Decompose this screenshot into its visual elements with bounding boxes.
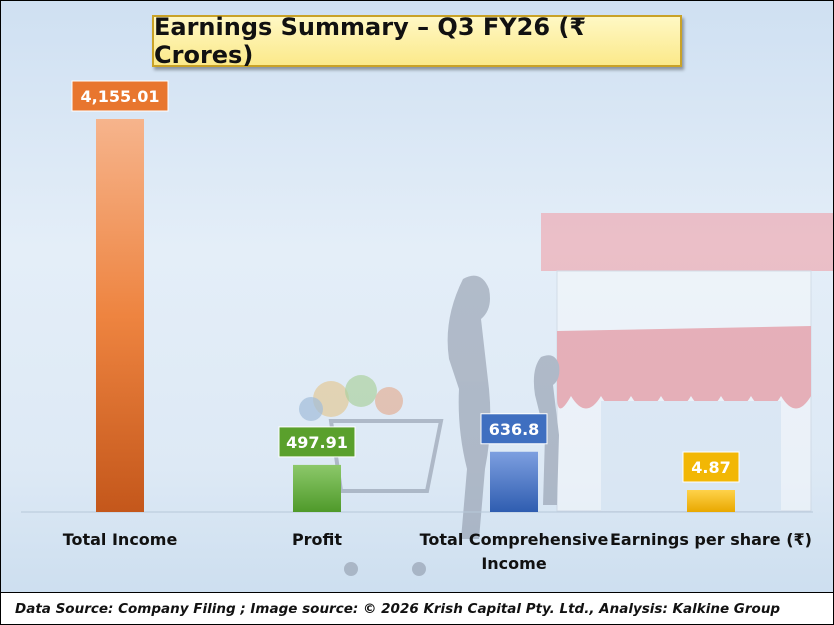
value-label-1: 497.91 [286,433,348,452]
value-label-box-0 [71,80,169,112]
data-source-note: Data Source: Company Filing ; Image sour… [1,592,833,624]
category-label-0: Total Income [63,530,178,549]
background-illustration [299,213,833,576]
value-label-box-2 [480,413,548,445]
category-label-1: Profit [292,530,342,549]
bar-3 [687,490,735,512]
category-label-3: Earnings per share (₹) [610,530,812,549]
value-label-3: 4.87 [691,458,730,477]
bar-1 [293,464,341,512]
value-label-2: 636.8 [489,420,540,439]
category-label-2: Total Comprehensive Income [420,530,609,573]
bar-0 [96,119,144,512]
value-label-box-1 [278,426,356,458]
chart-title: Earnings Summary – Q3 FY26 (₹ Crores) [152,13,682,69]
bar-2 [490,451,538,512]
value-label-box-3 [682,451,740,483]
value-label-0: 4,155.01 [81,87,160,106]
